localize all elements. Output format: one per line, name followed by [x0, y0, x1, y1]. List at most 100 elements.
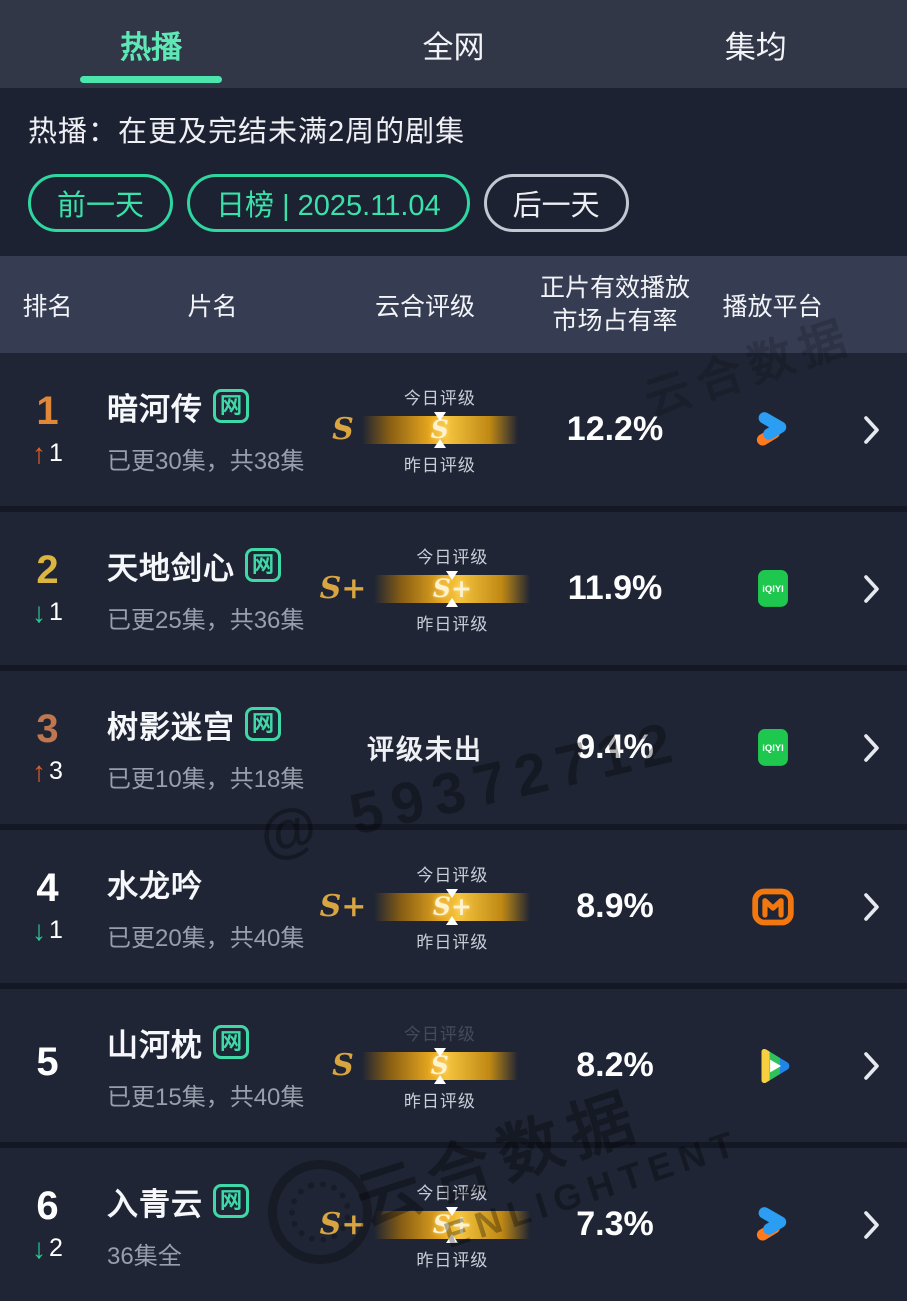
- rank-change: ↑ 3: [0, 757, 95, 786]
- chevron-right-icon[interactable]: [835, 573, 907, 605]
- tab-hot-label: 热播: [120, 29, 183, 65]
- rating-scale-widget: 今日评级 S 昨日评级: [361, 1020, 518, 1112]
- rating-letter: S+: [319, 571, 367, 606]
- drama-title: 山河枕: [107, 1027, 203, 1063]
- rank-number: 4: [36, 866, 59, 910]
- chevron-right-icon[interactable]: [835, 891, 907, 923]
- ranking-list: 1 ↑ 1 暗河传 网 已更30集，共38集 S 今日评级 S: [0, 353, 907, 1301]
- today-marker-icon: [433, 411, 446, 421]
- prev-day-button[interactable]: 前一天: [28, 174, 174, 232]
- yesterday-rating-label: 昨日评级: [416, 932, 489, 952]
- web-drama-badge: 网: [213, 389, 250, 423]
- youku-icon: [710, 1202, 835, 1248]
- today-marker-icon: [446, 570, 459, 580]
- table-row[interactable]: 6 ↓ 2 入青云 网 36集全 S+ 今日评级 S+: [0, 1148, 907, 1301]
- episodes-info: 已更15集，共40集: [107, 1083, 305, 1111]
- header-rating: 云合评级: [374, 292, 475, 321]
- rank-change-value: 3: [49, 757, 63, 785]
- table-row[interactable]: 3 ↑ 3 树影迷宫 网 已更10集，共18集: [0, 671, 907, 824]
- header-title: 片名: [187, 292, 238, 321]
- title-cell: 水龙吟 已更20集，共40集: [95, 861, 330, 953]
- rank-change-value: 1: [49, 598, 63, 626]
- rank-change-arrow-icon: ↑: [32, 755, 47, 787]
- rating-scale-widget: 今日评级 S+ 昨日评级: [374, 543, 531, 635]
- drama-title: 水龙吟: [107, 868, 203, 904]
- today-marker-icon: [433, 1047, 446, 1057]
- yesterday-rating-label: 昨日评级: [403, 1091, 476, 1111]
- header-platform: 播放平台: [722, 292, 823, 321]
- today-rating-label: 今日评级: [416, 1183, 489, 1203]
- tab-all-network[interactable]: 全网: [302, 0, 604, 88]
- rating-letter: S+: [319, 889, 367, 924]
- drama-title: 天地剑心: [107, 550, 235, 586]
- title-cell: 入青云 网 36集全: [95, 1179, 330, 1271]
- episodes-info: 36集全: [107, 1242, 182, 1270]
- rating-letter: S: [332, 1048, 354, 1083]
- table-row[interactable]: 2 ↓ 1 天地剑心 网 已更25集，共36集 S+ 今日评级 S+: [0, 512, 907, 665]
- table-row[interactable]: 1 ↑ 1 暗河传 网 已更30集，共38集 S 今日评级 S: [0, 353, 907, 506]
- episodes-info: 已更30集，共38集: [107, 447, 305, 475]
- market-share-value: 7.3%: [576, 1205, 654, 1243]
- yesterday-rating-label: 昨日评级: [416, 1250, 489, 1270]
- rank-number: 3: [36, 707, 59, 751]
- episodes-info: 已更20集，共40集: [107, 924, 305, 952]
- yesterday-marker-icon: [446, 597, 459, 607]
- rank-change-arrow-icon: ↓: [32, 596, 47, 628]
- rank-change: ↑ 1: [0, 439, 95, 468]
- market-share-value: 9.4%: [576, 728, 654, 766]
- market-share-value: 8.9%: [576, 887, 654, 925]
- rank-change-arrow-icon: ↑: [32, 437, 47, 469]
- episodes-info: 已更10集，共18集: [107, 765, 305, 793]
- chevron-right-icon[interactable]: [835, 1050, 907, 1082]
- rating-bar-letter: S: [430, 1051, 449, 1080]
- table-row[interactable]: 4 ↓ 1 水龙吟 已更20集，共40集 S+ 今日评级 S+: [0, 830, 907, 983]
- iqiyi-icon: iQIYI: [710, 725, 835, 771]
- market-share-value: 12.2%: [566, 410, 664, 448]
- rank-cell: 1 ↑ 1: [0, 391, 95, 468]
- tab-all-network-label: 全网: [422, 29, 485, 65]
- mgtv-icon: [710, 884, 835, 930]
- drama-title: 暗河传: [107, 391, 203, 427]
- rating-cell: S+ 今日评级 S+ 昨日评级: [320, 543, 531, 635]
- rating-cell: S+ 今日评级 S+ 昨日评级: [320, 1179, 531, 1271]
- table-row[interactable]: 5 山河枕 网 已更15集，共40集 S 今日评级 S: [0, 989, 907, 1142]
- chevron-right-icon[interactable]: [835, 1209, 907, 1241]
- market-share-value: 11.9%: [567, 569, 663, 607]
- tab-hot[interactable]: 热播: [0, 0, 302, 88]
- rating-scale-widget: 今日评级 S 昨日评级: [361, 384, 518, 476]
- youku-icon: [710, 407, 835, 453]
- chevron-right-icon[interactable]: [835, 732, 907, 764]
- header-market-share: 正片有效播放 市场占有率: [539, 274, 690, 335]
- next-day-button[interactable]: 后一天: [483, 174, 629, 232]
- tab-per-episode[interactable]: 集均: [605, 0, 907, 88]
- rank-cell: 3 ↑ 3: [0, 709, 95, 786]
- rank-change-value: 1: [49, 916, 63, 944]
- web-drama-badge: 网: [245, 548, 282, 582]
- rating-bar-letter: S: [430, 415, 449, 444]
- web-drama-badge: 网: [213, 1184, 250, 1218]
- title-cell: 暗河传 网 已更30集，共38集: [95, 384, 330, 476]
- rating-scale-widget: 今日评级 S+ 昨日评级: [374, 861, 531, 953]
- chevron-right-icon[interactable]: [835, 414, 907, 446]
- rank-cell: 6 ↓ 2: [0, 1186, 95, 1263]
- title-cell: 天地剑心 网 已更25集，共36集: [95, 543, 330, 635]
- market-share-value: 8.2%: [576, 1046, 654, 1084]
- title-cell: 树影迷宫 网 已更10集，共18集: [95, 702, 330, 794]
- rank-number: 1: [36, 389, 59, 433]
- tab-per-episode-label: 集均: [724, 29, 787, 65]
- today-rating-label: 今日评级: [416, 865, 489, 885]
- tencent-video-icon: [710, 1043, 835, 1089]
- header-rank: 排名: [22, 292, 73, 321]
- chart-description: 热播：在更及完结未满2周的剧集: [28, 116, 466, 148]
- yesterday-marker-icon: [446, 915, 459, 925]
- rank-change: ↓ 1: [0, 598, 95, 627]
- drama-title: 入青云: [107, 1186, 203, 1222]
- today-rating-label: 今日评级: [416, 547, 489, 567]
- yesterday-marker-icon: [433, 1074, 446, 1084]
- rating-cell: S 今日评级 S 昨日评级: [330, 1020, 520, 1112]
- rank-number: 5: [36, 1039, 59, 1084]
- rank-change-arrow-icon: ↓: [32, 1232, 47, 1264]
- rank-change: ↓ 1: [0, 916, 95, 945]
- rank-cell: 2 ↓ 1: [0, 550, 95, 627]
- current-date-button[interactable]: 日榜 | 2025.11.04: [187, 174, 470, 232]
